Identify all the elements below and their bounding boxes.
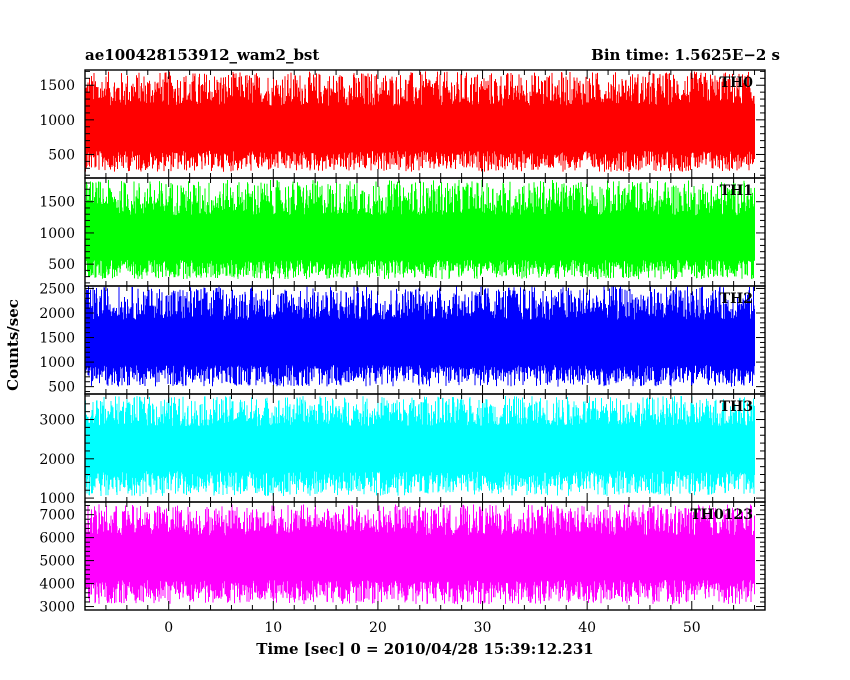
panel-label-th0: TH0 — [720, 75, 754, 91]
panel-label-th1: TH1 — [720, 183, 753, 199]
series-th0123-trace — [85, 504, 755, 605]
y-tick-label: 2500 — [39, 281, 75, 297]
panel-label-th0123: TH0123 — [690, 507, 753, 523]
y-tick-label: 1000 — [39, 113, 75, 129]
y-tick-label: 1500 — [39, 78, 75, 94]
panels-group: 500 1000 1500 TH0 500 1000 1500 TH1 500 1000 1500 2… — [39, 69, 766, 616]
y-tick-label: 2000 — [39, 306, 75, 322]
y-tick-label: 1000 — [39, 226, 75, 242]
series-th2-trace — [85, 286, 755, 387]
panel-th2: 500 1000 1500 2000 2500 TH2 — [39, 281, 766, 396]
y-tick-label: 4000 — [39, 577, 75, 593]
x-axis: 0 10 20 30 40 50 — [164, 620, 700, 636]
panel-th3: 1000 2000 3000 TH3 — [39, 393, 766, 507]
y-tick-label: 3000 — [39, 600, 75, 616]
y-tick-label: 1500 — [39, 195, 75, 211]
y-tick-label: 1000 — [39, 355, 75, 371]
panel-label-th2: TH2 — [720, 291, 753, 307]
x-tick-label: 40 — [578, 620, 596, 636]
x-tick-label: 30 — [474, 620, 492, 636]
chart-title: ae100428153912_wam2_bst — [85, 46, 319, 64]
y-tick-label: 500 — [48, 147, 75, 163]
panel-label-th3: TH3 — [720, 399, 753, 415]
panel-th1: 500 1000 1500 TH1 — [39, 177, 766, 287]
bin-time-label: Bin time: 1.5625E−2 s — [591, 46, 780, 64]
x-tick-label: 10 — [264, 620, 282, 636]
y-tick-label: 1500 — [39, 331, 75, 347]
y-tick-label: 2000 — [39, 452, 75, 468]
panel-th0: 500 1000 1500 TH0 — [39, 69, 766, 179]
y-tick-label: 1000 — [39, 491, 75, 507]
y-tick-label: 5000 — [39, 554, 75, 570]
panel-th0123: 3000 4000 5000 6000 7000 TH0123 — [39, 501, 766, 616]
x-axis-label: Time [sec] 0 = 2010/04/28 15:39:12.231 — [256, 640, 593, 658]
series-th0-trace — [85, 71, 755, 172]
x-tick-label: 0 — [164, 620, 173, 636]
y-tick-label: 500 — [48, 257, 75, 273]
y-tick-label: 3000 — [39, 413, 75, 429]
y-tick-label: 500 — [48, 380, 75, 396]
x-tick-label: 20 — [369, 620, 387, 636]
series-th1-trace — [85, 179, 755, 280]
y-tick-label: 6000 — [39, 531, 75, 547]
x-tick-label: 50 — [683, 620, 701, 636]
y-axis-label: Counts/sec — [4, 299, 22, 391]
series-th3-trace — [85, 395, 755, 497]
y-tick-label: 7000 — [39, 508, 75, 524]
